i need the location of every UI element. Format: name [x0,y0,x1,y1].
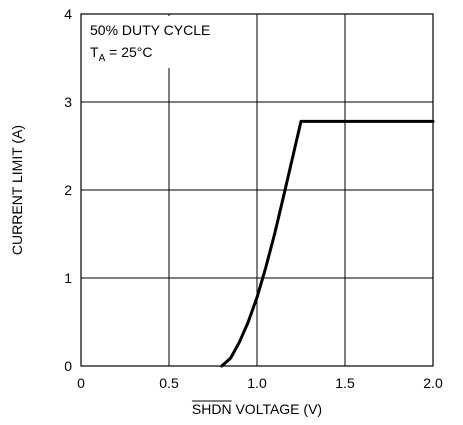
x-axis-label: SHDN VOLTAGE (V) [192,401,322,417]
y-tick-label: 1 [64,270,72,286]
annotation-temp-value: = 25°C [105,44,152,60]
annotation-duty-cycle: 50% DUTY CYCLE [90,22,210,38]
x-tick-label: 1.0 [247,375,267,391]
x-tick-label: 1.5 [335,375,355,391]
x-tick-label: 2.0 [423,375,443,391]
series-line [220,119,435,368]
x-tick-labels: 0 0.5 1.0 1.5 2.0 [77,375,443,391]
y-axis-label: CURRENT LIMIT (A) [9,125,25,255]
y-tick-labels: 0 1 2 3 4 [64,6,72,374]
annotation-temp-symbol: T [90,44,99,60]
y-tick-label: 2 [64,182,72,198]
annotation-temp-subscript: A [99,53,106,64]
grid-lines [81,14,433,366]
y-tick-label: 3 [64,94,72,110]
x-tick-label: 0 [77,375,85,391]
annotation-temperature: TA = 25°C [90,44,152,64]
plot-frame [80,13,434,367]
x-tick-label: 0.5 [159,375,179,391]
annotation-background [83,16,233,68]
y-tick-label: 4 [64,6,72,22]
y-tick-label: 0 [64,358,72,374]
